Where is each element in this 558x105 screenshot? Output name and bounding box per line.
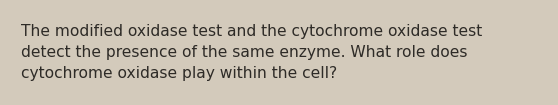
Text: The modified oxidase test and the cytochrome oxidase test
detect the presence of: The modified oxidase test and the cytoch… [21, 24, 483, 81]
